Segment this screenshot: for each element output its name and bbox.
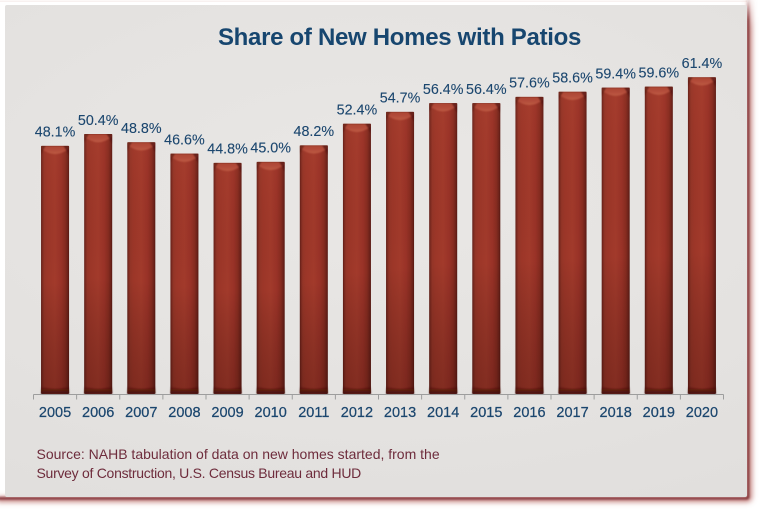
svg-text:56.4%: 56.4% bbox=[423, 82, 464, 98]
svg-text:56.4%: 56.4% bbox=[466, 82, 507, 98]
svg-text:45.0%: 45.0% bbox=[250, 141, 291, 157]
svg-text:2017: 2017 bbox=[556, 405, 588, 421]
svg-text:2016: 2016 bbox=[513, 405, 545, 421]
svg-text:2009: 2009 bbox=[211, 405, 243, 421]
svg-text:2011: 2011 bbox=[298, 405, 329, 421]
svg-text:2015: 2015 bbox=[470, 405, 502, 421]
svg-text:46.6%: 46.6% bbox=[164, 132, 205, 148]
svg-text:2012: 2012 bbox=[341, 405, 373, 421]
svg-text:2008: 2008 bbox=[168, 405, 200, 421]
svg-text:2014: 2014 bbox=[427, 405, 459, 421]
svg-text:61.4%: 61.4% bbox=[682, 56, 723, 72]
svg-text:2007: 2007 bbox=[125, 405, 157, 421]
svg-text:2019: 2019 bbox=[643, 405, 675, 421]
svg-text:59.6%: 59.6% bbox=[639, 65, 680, 81]
svg-text:50.4%: 50.4% bbox=[78, 113, 119, 129]
svg-text:48.1%: 48.1% bbox=[35, 125, 76, 141]
svg-text:44.8%: 44.8% bbox=[207, 142, 248, 158]
svg-text:2018: 2018 bbox=[600, 405, 632, 421]
svg-text:2020: 2020 bbox=[686, 405, 718, 421]
svg-text:2013: 2013 bbox=[384, 405, 416, 421]
svg-text:48.2%: 48.2% bbox=[294, 124, 335, 140]
svg-text:54.7%: 54.7% bbox=[380, 91, 421, 107]
svg-text:58.6%: 58.6% bbox=[552, 71, 593, 87]
svg-text:57.6%: 57.6% bbox=[509, 76, 550, 92]
svg-text:52.4%: 52.4% bbox=[337, 103, 378, 119]
svg-text:59.4%: 59.4% bbox=[595, 66, 636, 82]
svg-text:2010: 2010 bbox=[255, 405, 287, 421]
svg-text:48.8%: 48.8% bbox=[121, 121, 162, 137]
svg-text:2005: 2005 bbox=[39, 405, 71, 421]
svg-text:2006: 2006 bbox=[82, 405, 114, 421]
